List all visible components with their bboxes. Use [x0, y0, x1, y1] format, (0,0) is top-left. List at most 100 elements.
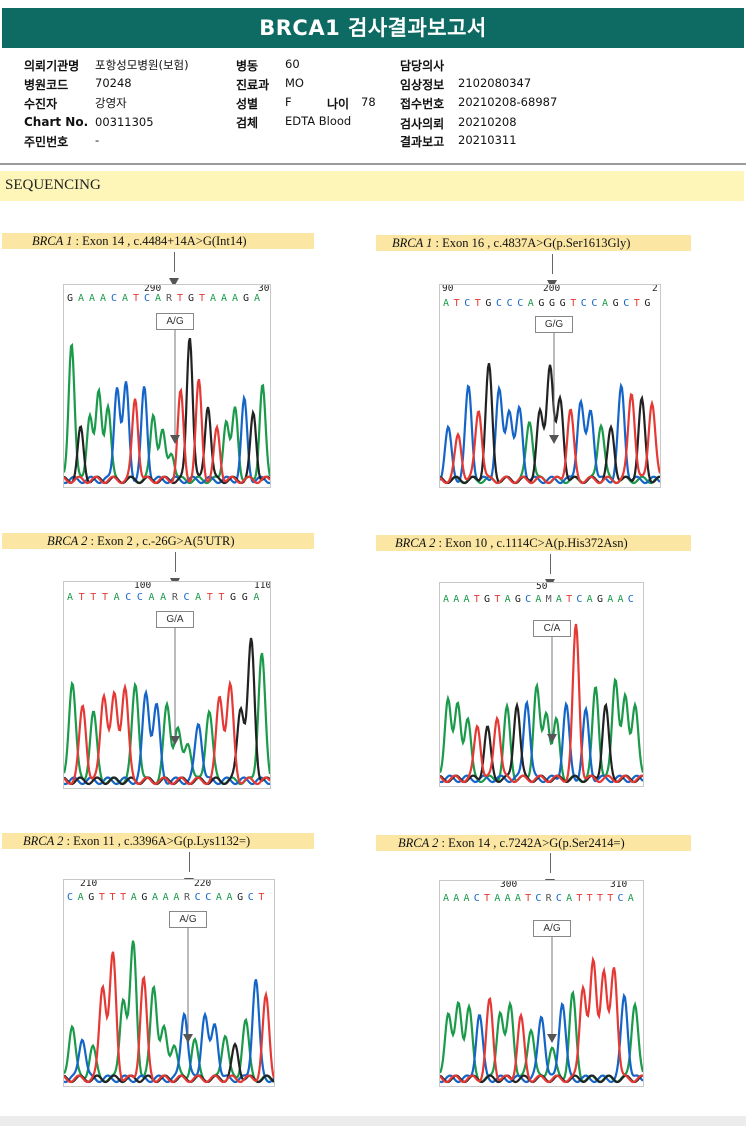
info-value: 20210208: [458, 115, 517, 129]
base-letter: C: [464, 298, 471, 309]
divider: [0, 163, 746, 165]
base-letter: G: [485, 298, 492, 309]
info-label: 성별: [236, 97, 259, 111]
base-letter: A: [254, 293, 261, 304]
genotype-call: A/G: [156, 313, 194, 330]
base-letter: A: [173, 892, 180, 903]
base-letter: C: [555, 893, 562, 904]
trace-line-T: [64, 951, 274, 1084]
base-letter: T: [570, 298, 577, 309]
base-letter: A: [77, 892, 84, 903]
base-letter: C: [144, 293, 151, 304]
base-letter: C: [591, 298, 598, 309]
info-value: 70248: [95, 76, 132, 90]
section-title: SEQUENCING: [5, 177, 101, 193]
position-label: 300: [500, 880, 518, 890]
section-header: SEQUENCING: [0, 171, 744, 201]
base-letter: A: [443, 594, 450, 605]
marker-arrow-icon: [547, 734, 557, 743]
base-letter: T: [78, 592, 85, 603]
base-letter: A: [504, 594, 511, 605]
trace-line-C: [64, 979, 274, 1084]
base-letter: C: [617, 893, 624, 904]
position-label: 90: [442, 284, 454, 294]
base-letter: A: [514, 893, 521, 904]
genotype-call: G/A: [156, 611, 194, 628]
genotype-call: G/G: [535, 316, 573, 333]
base-letter: C: [525, 594, 532, 605]
info-label: 병동: [236, 59, 259, 73]
base-letter: A: [627, 893, 634, 904]
trace-line-T: [440, 623, 643, 784]
variant-desc: : Exon 14 , c.7242A>G(p.Ser2414=): [438, 836, 625, 850]
info-label: 검체: [236, 116, 259, 130]
genotype-call: A/G: [169, 911, 207, 928]
base-letter: A: [586, 594, 593, 605]
base-letter: G: [559, 298, 566, 309]
info-label: 수진자: [24, 97, 58, 111]
base-letter: G: [549, 298, 556, 309]
base-letter: A: [89, 293, 96, 304]
info-value: MO: [285, 76, 304, 90]
position-label: 2: [652, 284, 658, 294]
base-letter: C: [473, 893, 480, 904]
info-value: 78: [361, 95, 376, 109]
info-label: 주민번호: [24, 135, 69, 149]
base-letter: M: [545, 594, 552, 605]
position-label: 200: [543, 284, 561, 294]
base-letter: T: [633, 298, 640, 309]
marker-arrow-icon: [170, 736, 180, 745]
base-letter: T: [473, 594, 480, 605]
base-letter: A: [100, 293, 107, 304]
base-letter: T: [109, 892, 116, 903]
base-letter: G: [612, 298, 619, 309]
position-label: 30: [258, 284, 270, 294]
trace-svg: [64, 330, 270, 485]
base-letter: A: [602, 298, 609, 309]
base-letter: C: [111, 293, 118, 304]
info-value: -: [95, 133, 100, 147]
genotype-call: C/A: [533, 620, 571, 637]
info-value: 20210208-68987: [458, 95, 558, 109]
variant-label: BRCA 2 : Exon 10 , c.1114C>A(p.His372Asn…: [376, 535, 691, 551]
base-letter: R: [183, 892, 190, 903]
trace-line-A: [64, 342, 270, 485]
position-label: 310: [610, 880, 628, 890]
gene-name: BRCA 2: [47, 534, 88, 548]
variant-desc: : Exon 11 , c.3396A>G(p.Lys1132=): [63, 834, 251, 848]
trace-line-T: [440, 392, 660, 485]
info-label: 결과보고: [400, 135, 445, 149]
base-letter: G: [141, 892, 148, 903]
position-label: 210: [80, 879, 98, 889]
base-letter: T: [566, 594, 573, 605]
base-letter: T: [586, 893, 593, 904]
base-letter: C: [67, 892, 74, 903]
trace-svg: [64, 928, 274, 1084]
base-letter: A: [453, 893, 460, 904]
variant-label: BRCA 2 : Exon 14 , c.7242A>G(p.Ser2414=): [376, 835, 691, 851]
base-letter: A: [155, 293, 162, 304]
arrow-down-icon: [169, 278, 179, 287]
variant-label: BRCA 1 : Exon 14 , c.4484+14A>G(Int14): [2, 233, 314, 249]
base-letter: T: [206, 592, 213, 603]
base-letter: C: [136, 592, 143, 603]
base-letter: G: [67, 293, 74, 304]
info-label: 나이: [327, 97, 350, 111]
base-letter: C: [125, 592, 132, 603]
base-letter: A: [130, 892, 137, 903]
gene-name: BRCA 1: [392, 236, 433, 250]
info-value: 60: [285, 57, 300, 71]
trace-line-C: [440, 699, 643, 784]
base-letter: A: [162, 892, 169, 903]
variant-label: BRCA 2 : Exon 11 , c.3396A>G(p.Lys1132=): [2, 833, 314, 849]
info-label: 진료과: [236, 78, 270, 92]
base-letter: A: [566, 893, 573, 904]
base-letter: A: [494, 893, 501, 904]
base-letter: A: [453, 594, 460, 605]
base-letter: T: [484, 893, 491, 904]
gene-name: BRCA 2: [23, 834, 64, 848]
base-letter: G: [241, 592, 248, 603]
